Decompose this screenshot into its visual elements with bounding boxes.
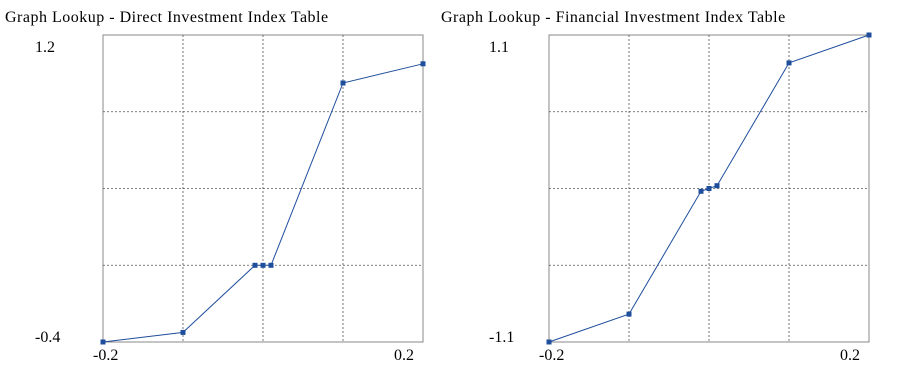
- data-point: [714, 183, 720, 189]
- data-point: [420, 61, 426, 67]
- data-point: [698, 188, 704, 194]
- y-tick-label-max: 1.1: [489, 39, 509, 56]
- series: [546, 32, 872, 345]
- x-tick-label-max: 0.2: [394, 347, 414, 364]
- data-point: [340, 80, 346, 86]
- data-point: [546, 339, 552, 345]
- x-tick-label-min: -0.2: [539, 347, 564, 364]
- data-point: [180, 329, 186, 335]
- chart-financial-investment: Graph Lookup - Financial Investment Inde…: [441, 9, 872, 364]
- y-tick-label-max: 1.2: [35, 39, 55, 56]
- x-tick-label-min: -0.2: [93, 347, 118, 364]
- data-point: [100, 339, 106, 345]
- y-tick-label-min: -0.4: [35, 329, 60, 346]
- data-point: [252, 262, 258, 268]
- chart-direct-investment: Graph Lookup - Direct Investment Index T…: [5, 9, 426, 364]
- chart-title: Graph Lookup - Financial Investment Inde…: [441, 9, 786, 26]
- y-tick-label-min: -1.1: [489, 329, 514, 346]
- series: [100, 61, 426, 345]
- chart-title: Graph Lookup - Direct Investment Index T…: [5, 9, 329, 26]
- data-point: [786, 60, 792, 66]
- data-point: [260, 262, 266, 268]
- x-tick-label-max: 0.2: [840, 347, 860, 364]
- data-point: [626, 311, 632, 317]
- data-point: [268, 262, 274, 268]
- data-point: [706, 186, 712, 191]
- data-point: [866, 32, 872, 38]
